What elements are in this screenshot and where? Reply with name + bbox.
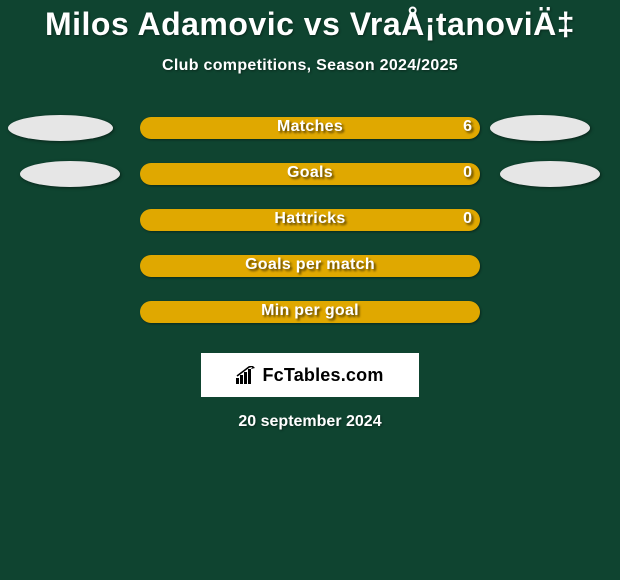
bar-right (140, 117, 480, 139)
page-title: Milos Adamovic vs VraÅ¡tanoviÄ‡ (0, 6, 620, 43)
stat-row: Goals per match (0, 243, 620, 289)
chart-icon (236, 366, 258, 384)
bar-right (140, 255, 480, 277)
value-right: 6 (463, 118, 472, 136)
brand-box: FcTables.com (201, 353, 419, 397)
ellipse-right (500, 161, 600, 187)
stat-row: Matches6 (0, 105, 620, 151)
stat-row: Goals0 (0, 151, 620, 197)
ellipse-left (8, 115, 113, 141)
stat-row: Min per goal (0, 289, 620, 335)
stat-rows: Matches6Goals0Hattricks0Goals per matchM… (0, 105, 620, 335)
subtitle: Club competitions, Season 2024/2025 (0, 57, 620, 75)
stat-row: Hattricks0 (0, 197, 620, 243)
bar-right (140, 301, 480, 323)
brand: FcTables.com (236, 365, 383, 386)
comparison-infographic: Milos Adamovic vs VraÅ¡tanoviÄ‡ Club com… (0, 0, 620, 580)
bar-right (140, 163, 480, 185)
ellipse-left (20, 161, 120, 187)
bar-right (140, 209, 480, 231)
brand-label: FcTables.com (262, 365, 383, 386)
ellipse-right (490, 115, 590, 141)
date-text: 20 september 2024 (0, 413, 620, 431)
value-right: 0 (463, 164, 472, 182)
value-right: 0 (463, 210, 472, 228)
